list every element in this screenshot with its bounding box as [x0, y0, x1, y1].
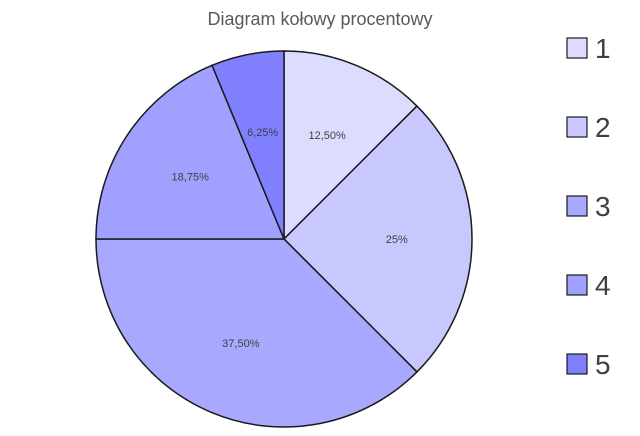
slice-label-1: 12,50% [309, 130, 347, 142]
slice-label-3: 37,50% [222, 338, 260, 350]
chart-title: Diagram kołowy procentowy [207, 9, 432, 29]
legend-swatch-3 [566, 195, 588, 217]
slice-label-4: 18,75% [172, 171, 210, 183]
slice-label-2: 25% [386, 234, 408, 246]
legend-label-3: 3 [595, 191, 611, 222]
pie-slice-labels: 12,50% 25% 37,50% 18,75% 6,25% [172, 127, 408, 350]
pie-slice-1 [283, 50, 418, 241]
legend-swatch-1 [566, 37, 588, 59]
legend-swatch-5 [566, 353, 588, 375]
pie-slice-2 [282, 105, 473, 373]
slice-label-5: 6,25% [247, 127, 278, 139]
legend-label-1: 1 [595, 33, 611, 64]
pie-slice-5 [211, 50, 285, 240]
pie-slice-4 [95, 64, 286, 240]
legend-swatch-4 [566, 274, 588, 296]
legend-swatch-2 [566, 116, 588, 138]
legend-label-2: 2 [595, 112, 611, 143]
legend-label-4: 4 [595, 270, 611, 301]
legend-label-5: 5 [595, 349, 611, 380]
pie-slice-3 [95, 238, 418, 428]
pie-slices [95, 50, 473, 428]
chart-legend: 1 2 3 4 5 [566, 33, 611, 380]
